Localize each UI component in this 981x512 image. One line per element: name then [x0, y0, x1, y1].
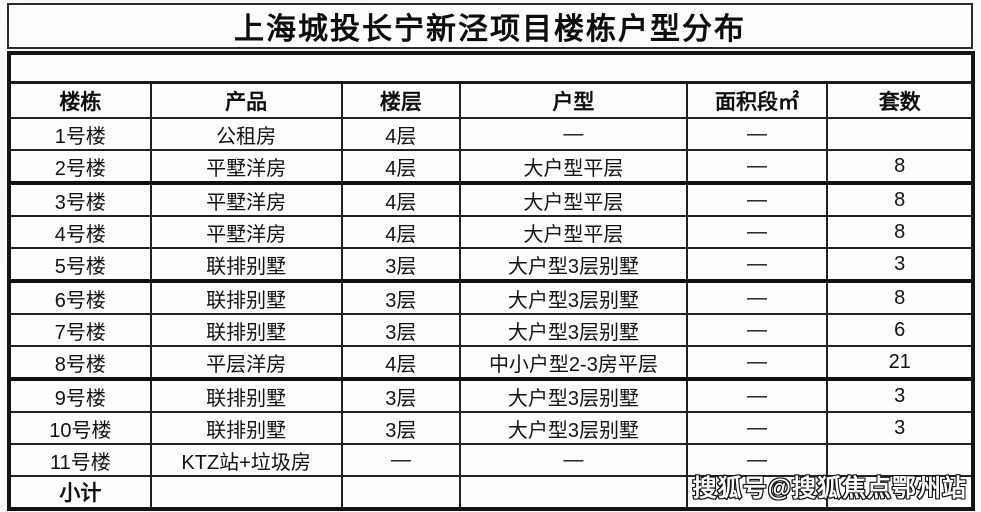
header-building: 楼栋 — [8, 81, 152, 119]
cell-floors: 3层 — [340, 313, 462, 347]
cell-unit-type: 大户型3层别墅 — [459, 313, 688, 347]
table-body: 楼栋 产品 楼层 户型 面积段㎡ 套数 1号楼 公租房 4层 — —2号楼 平墅洋房 4层大… — [8, 52, 974, 510]
cell-floors: 4层 — [340, 345, 462, 381]
cell-unit-type: 大户型3层别墅 — [459, 411, 688, 445]
cell-building: 2号楼 — [8, 149, 152, 185]
cell-count — [826, 475, 974, 510]
cell-unit-type: 大户型3层别墅 — [459, 378, 688, 413]
header-area-range: 面积段㎡ — [685, 81, 829, 119]
cell-area-range — [685, 475, 829, 510]
cell-count: 8 — [826, 280, 974, 315]
cell-count: 8 — [826, 149, 974, 185]
cell-product: 联排别墅 — [149, 313, 343, 347]
table-row: 1号楼 公租房 4层 — — — [8, 117, 974, 151]
table-row: 2号楼 平墅洋房 4层 大户型平层 —8 — [8, 149, 974, 185]
spacer-cell — [8, 52, 974, 84]
table-row: 5号楼 联排别墅 3层 大户型3层别墅 —3 — [8, 247, 974, 283]
cell-building: 4号楼 — [8, 215, 152, 249]
cell-product: 平墅洋房 — [149, 149, 343, 185]
table-row: 10号楼 联排别墅 3层 大户型3层别墅 —3 — [8, 411, 974, 445]
header-row: 楼栋 产品 楼层 户型 面积段㎡ 套数 — [8, 81, 974, 119]
cell-product: 联排别墅 — [149, 411, 343, 445]
cell-building: 8号楼 — [8, 345, 152, 381]
cell-count: 3 — [826, 411, 974, 445]
table-row: 11号楼 KTZ站+垃圾房 — — — — [8, 443, 974, 477]
cell-product — [149, 475, 343, 510]
cell-area-range: — — [685, 313, 829, 347]
cell-count: 6 — [826, 313, 974, 347]
cell-floors: 3层 — [340, 378, 462, 413]
page-title: 上海城投长宁新泾项目楼栋户型分布 — [234, 13, 746, 46]
building-unit-table: 楼栋 产品 楼层 户型 面积段㎡ 套数 1号楼 公租房 4层 — —2号楼 平墅洋房 4层大… — [7, 51, 975, 511]
cell-floors: 4层 — [340, 117, 462, 151]
header-product: 产品 — [149, 81, 343, 119]
cell-floors — [340, 475, 462, 510]
cell-floors: 4层 — [340, 182, 462, 217]
cell-building: 小计 — [8, 475, 152, 510]
cell-product: 联排别墅 — [149, 378, 343, 413]
header-count: 套数 — [826, 81, 974, 119]
cell-count: 8 — [826, 182, 974, 217]
cell-unit-type: 大户型3层别墅 — [459, 280, 688, 315]
cell-unit-type: 大户型平层 — [459, 215, 688, 249]
cell-product: 联排别墅 — [149, 247, 343, 283]
cell-unit-type: — — [459, 443, 688, 477]
table-row: 6号楼 联排别墅 3层 大户型3层别墅 —8 — [8, 280, 974, 315]
cell-area-range: — — [685, 378, 829, 413]
cell-floors: 4层 — [340, 215, 462, 249]
table-row: 7号楼 联排别墅 3层 大户型3层别墅 —6 — [8, 313, 974, 347]
total-row: 小计 — [8, 475, 974, 510]
table-row: 3号楼 平墅洋房 4层 大户型平层 —8 — [8, 182, 974, 217]
cell-area-range: — — [685, 117, 829, 151]
cell-area-range: — — [685, 345, 829, 381]
cell-building: 3号楼 — [8, 182, 152, 217]
cell-building: 10号楼 — [8, 411, 152, 445]
cell-unit-type: — — [459, 117, 688, 151]
cell-product: 平墅洋房 — [149, 215, 343, 249]
cell-product: 联排别墅 — [149, 280, 343, 315]
cell-area-range: — — [685, 149, 829, 185]
cell-product: KTZ站+垃圾房 — [149, 443, 343, 477]
cell-area-range: — — [685, 182, 829, 217]
cell-product: 平墅洋房 — [149, 182, 343, 217]
cell-count: 21 — [826, 345, 974, 381]
cell-unit-type: 中小户型2-3房平层 — [459, 345, 688, 381]
cell-floors: 3层 — [340, 247, 462, 283]
table-row: 9号楼 联排别墅 3层 大户型3层别墅 —3 — [8, 378, 974, 413]
cell-building: 7号楼 — [8, 313, 152, 347]
cell-count — [826, 443, 974, 477]
cell-floors: 3层 — [340, 411, 462, 445]
header-unit-type: 户型 — [459, 81, 688, 119]
table-row: 8号楼 平层洋房 4层 中小户型2-3房平层 —21 — [8, 345, 974, 381]
cell-count — [826, 117, 974, 151]
cell-building: 11号楼 — [8, 443, 152, 477]
spacer-row — [8, 52, 974, 84]
header-floors: 楼层 — [340, 81, 462, 119]
cell-floors: 3层 — [340, 280, 462, 315]
cell-building: 6号楼 — [8, 280, 152, 315]
cell-area-range: — — [685, 280, 829, 315]
cell-product: 公租房 — [149, 117, 343, 151]
cell-area-range: — — [685, 411, 829, 445]
cell-area-range: — — [685, 247, 829, 283]
cell-area-range: — — [685, 443, 829, 477]
cell-product: 平层洋房 — [149, 345, 343, 381]
cell-unit-type: 大户型3层别墅 — [459, 247, 688, 283]
cell-building: 9号楼 — [8, 378, 152, 413]
cell-building: 5号楼 — [8, 247, 152, 283]
cell-unit-type — [459, 475, 688, 510]
cell-building: 1号楼 — [8, 117, 152, 151]
table-row: 4号楼 平墅洋房 4层 大户型平层 —8 — [8, 215, 974, 249]
cell-count: 8 — [826, 215, 974, 249]
cell-area-range: — — [685, 215, 829, 249]
cell-floors: — — [340, 443, 462, 477]
cell-unit-type: 大户型平层 — [459, 149, 688, 185]
cell-unit-type: 大户型平层 — [459, 182, 688, 217]
cell-count: 3 — [826, 378, 974, 413]
title-box: 上海城投长宁新泾项目楼栋户型分布 — [7, 3, 973, 49]
cell-count: 3 — [826, 247, 974, 283]
cell-floors: 4层 — [340, 149, 462, 185]
